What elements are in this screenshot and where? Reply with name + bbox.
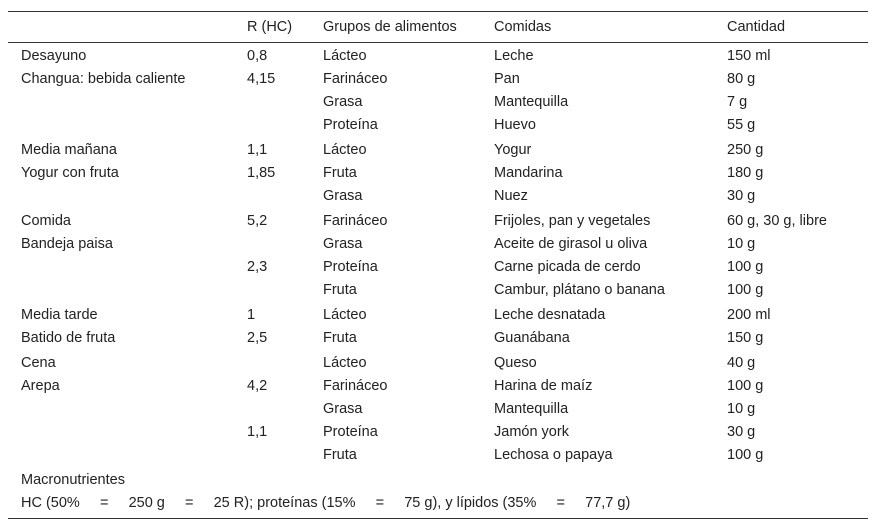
table-cell: 10 g (727, 401, 756, 417)
table-cell: 10 g (727, 236, 756, 252)
table-cell: Desayuno (21, 48, 87, 64)
header-cell: R (HC) (247, 19, 293, 35)
table-cell: Lechosa o papaya (494, 447, 613, 463)
table-cell: Mantequilla (494, 401, 569, 417)
table-cell: Proteína (323, 259, 378, 275)
table-cell: 100 g (727, 282, 764, 298)
header-cell: Comidas (494, 19, 552, 35)
table-cell: Frijoles, pan y vegetales (494, 213, 651, 229)
table-cell: 30 g (727, 424, 756, 440)
table-cell: Mantequilla (494, 94, 569, 110)
table-cell: Mandarina (494, 165, 563, 181)
table-cell: Carne picada de cerdo (494, 259, 641, 275)
table-cell: 180 g (727, 165, 764, 181)
table-cell: Nuez (494, 188, 528, 204)
table-cell: 5,2 (247, 213, 268, 229)
table-cell: Pan (494, 71, 520, 87)
table-cell: Guanábana (494, 330, 570, 346)
table-cell: Lácteo (323, 307, 367, 323)
table-cell: Leche (494, 48, 534, 64)
header-cell: Cantidad (727, 19, 786, 35)
table-cell: Grasa (323, 236, 363, 252)
table-cell: 7 g (727, 94, 748, 110)
table-cell: Media mañana (21, 142, 117, 158)
bottom-rule (8, 518, 868, 519)
table-cell: Harina de maíz (494, 378, 593, 394)
table-cell: Cambur, plátano o banana (494, 282, 665, 298)
table-cell: Comida (21, 213, 71, 229)
table-cell: Proteína (323, 117, 378, 133)
table-cell: 80 g (727, 71, 756, 87)
table-cell: 60 g, 30 g, libre (727, 213, 827, 229)
table-cell: Huevo (494, 117, 536, 133)
table-cell: 100 g (727, 447, 764, 463)
table-cell: Jamón york (494, 424, 569, 440)
table-cell: Aceite de girasol u oliva (494, 236, 648, 252)
table-cell: Arepa (21, 378, 60, 394)
table-cell: 150 ml (727, 48, 771, 64)
table-cell: Fruta (323, 165, 357, 181)
table-cell: Fruta (323, 330, 357, 346)
table-cell: Fruta (323, 447, 357, 463)
table-cell: Grasa (323, 94, 363, 110)
table-cell: Yogur con fruta (21, 165, 119, 181)
header-cell: Grupos de alimentos (323, 19, 457, 35)
table-cell: 4,2 (247, 378, 268, 394)
table-cell: Farináceo (323, 213, 388, 229)
table-cell: Fruta (323, 282, 357, 298)
footer-note: Macronutrientes (21, 472, 125, 488)
table-cell: Lácteo (323, 142, 367, 158)
table-cell: 100 g (727, 259, 764, 275)
table-cell: 2,5 (247, 330, 268, 346)
table-cell: 200 ml (727, 307, 771, 323)
table-cell: Lácteo (323, 355, 367, 371)
table-cell: Queso (494, 355, 537, 371)
top-rule (8, 11, 868, 12)
footer-note: HC (50% = 250 g = 25 R); proteínas (15% … (21, 495, 631, 511)
table-cell: 1,1 (247, 142, 268, 158)
table-cell: 100 g (727, 378, 764, 394)
table-cell: 250 g (727, 142, 764, 158)
table-cell: 1 (247, 307, 256, 323)
table-cell: Leche desnatada (494, 307, 606, 323)
table-cell: Changua: bebida caliente (21, 71, 186, 87)
table-cell: 55 g (727, 117, 756, 133)
table-cell: Batido de fruta (21, 330, 116, 346)
table-cell: 4,15 (247, 71, 276, 87)
table-cell: Proteína (323, 424, 378, 440)
table-cell: Grasa (323, 188, 363, 204)
table-cell: 1,1 (247, 424, 268, 440)
table-cell: Lácteo (323, 48, 367, 64)
table-cell: 30 g (727, 188, 756, 204)
table-cell: 40 g (727, 355, 756, 371)
table-cell: Cena (21, 355, 56, 371)
table-cell: Farináceo (323, 378, 388, 394)
table-cell: 0,8 (247, 48, 268, 64)
table-cell: Media tarde (21, 307, 98, 323)
table-cell: 1,85 (247, 165, 276, 181)
table-cell: Bandeja paisa (21, 236, 113, 252)
header-rule (8, 42, 868, 43)
table-cell: 2,3 (247, 259, 268, 275)
table-cell: Yogur (494, 142, 532, 158)
table-cell: 150 g (727, 330, 764, 346)
table-cell: Grasa (323, 401, 363, 417)
table-cell: Farináceo (323, 71, 388, 87)
